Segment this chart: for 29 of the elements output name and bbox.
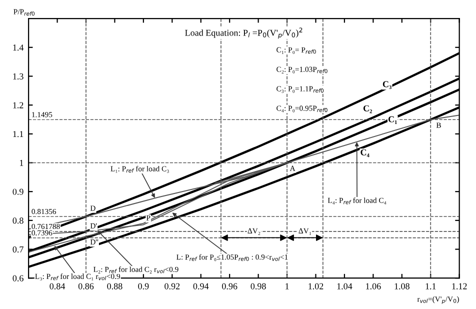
x-tick-label: 1.1 bbox=[426, 283, 436, 290]
y-tick-label: 0.8 bbox=[12, 218, 24, 224]
x-tick-label: 0.84 bbox=[50, 283, 66, 290]
series-label: C₂ bbox=[363, 105, 372, 114]
series-label: C₁ bbox=[388, 116, 397, 124]
y-tick-label: 1 bbox=[20, 160, 24, 166]
x-tick-label: 0.92 bbox=[164, 283, 180, 290]
y-tick-label: 0.7 bbox=[12, 246, 24, 253]
x-tick-label: 0.86 bbox=[78, 283, 94, 290]
x-tick-label: 1.02 bbox=[308, 283, 324, 290]
x-tick-label: 1.06 bbox=[366, 283, 381, 290]
x-tick-label: 0.98 bbox=[250, 283, 266, 290]
y-tick-label: 1.3 bbox=[13, 73, 24, 80]
x-tick-label: 1.12 bbox=[452, 283, 467, 290]
text: Load Equation: P$_{l}$ =P$_{0}$(V'$_{p}$/V$_{0}$)$^{2}$ bbox=[185, 28, 302, 39]
x-tick-label: 0.88 bbox=[107, 283, 122, 290]
y-tick-label: 1.2 bbox=[13, 102, 24, 108]
x-tick-label: 0.96 bbox=[222, 283, 238, 290]
x-tick-label: 0.94 bbox=[193, 283, 209, 290]
y-tick-label: 0.6 bbox=[12, 275, 24, 282]
series-label: C₃ bbox=[382, 81, 392, 89]
y-tick-label: 1.1 bbox=[13, 131, 24, 138]
x-tick-label: 1 bbox=[286, 283, 289, 290]
x-tick-label: 1.04 bbox=[337, 283, 352, 290]
x-tick-label: 0.9 bbox=[138, 283, 149, 290]
x-tick-label: 1.08 bbox=[394, 283, 410, 290]
y-tick-label: 0.9 bbox=[12, 188, 24, 195]
y-tick-label: 1.4 bbox=[13, 44, 24, 51]
series-label: C₄ bbox=[360, 149, 370, 158]
